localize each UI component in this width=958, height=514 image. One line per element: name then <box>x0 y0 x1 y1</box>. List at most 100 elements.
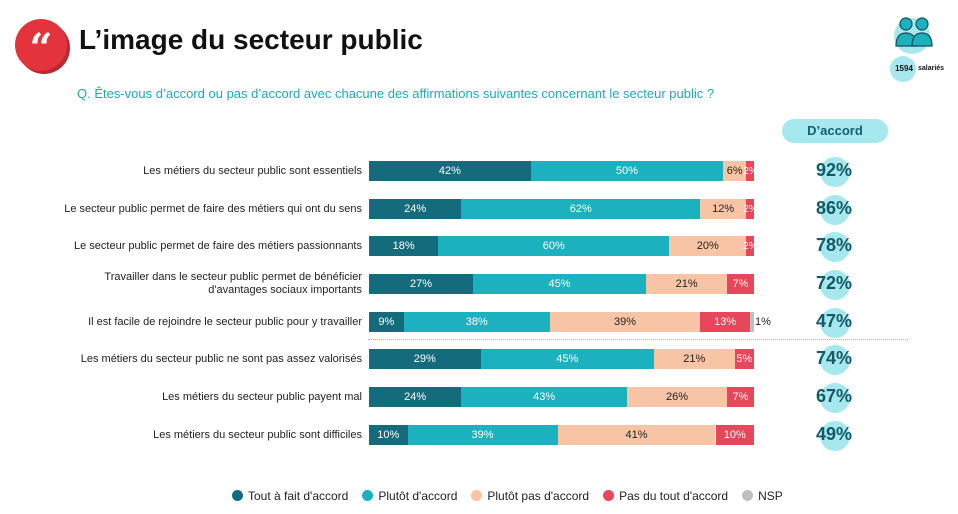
row-label-line: Il est facile de rejoindre le secteur pu… <box>88 315 362 328</box>
accord-total-value: 78% <box>815 235 853 255</box>
legend-label: Plutôt d'accord <box>378 489 458 503</box>
bar-segment: 41% <box>557 425 716 445</box>
legend-item: Pas du tout d'accord <box>603 489 728 503</box>
bar-value-label: 9% <box>378 316 395 328</box>
bar-value-label: 1% <box>755 316 771 328</box>
bar-value-label: 24% <box>404 203 427 215</box>
bar-value-label: 21% <box>683 353 706 365</box>
legend-swatch <box>362 490 374 501</box>
accord-total-value: 86% <box>815 198 853 218</box>
bar-segment: 21% <box>653 349 735 369</box>
bar-segment: 7% <box>727 387 754 407</box>
row-label: Travailler dans le secteur public permet… <box>2 271 362 297</box>
bar-value-label: 12% <box>712 203 735 215</box>
bar-segment: 24% <box>369 387 462 407</box>
people-icon <box>894 17 933 54</box>
accord-total-bubble <box>820 345 850 375</box>
bar-value-label: 2% <box>743 204 758 215</box>
accord-column-header: D’accord <box>782 119 888 143</box>
bar-value-label: 45% <box>548 278 571 290</box>
bar-value-label: 10% <box>723 429 746 441</box>
row-label: Le secteur public permet de faire des mé… <box>2 240 362 253</box>
bar-value-label: 27% <box>409 278 432 290</box>
bar-value-label: 45% <box>556 353 579 365</box>
legend-item: NSP <box>742 489 783 503</box>
bar-segment: 2% <box>743 236 758 256</box>
accord-total-value: 74% <box>815 348 853 368</box>
legend-swatch <box>232 490 243 501</box>
row-label-line: Le secteur public permet de faire des mé… <box>74 239 362 252</box>
bar-value-label: 21% <box>675 278 698 290</box>
bar-segment: 6% <box>723 161 747 181</box>
sample-count: 1594 <box>895 64 913 73</box>
legend: Tout à fait d'accord Plutôt d'accord Plutô… <box>232 489 797 503</box>
row-label-line: d'avantages sociaux importants <box>208 284 362 296</box>
row-label-line: Le secteur public permet de faire des mé… <box>64 202 362 215</box>
accord-total-bubble <box>820 270 850 300</box>
accord-total-bubble <box>820 195 850 225</box>
accord-total-value: 92% <box>815 160 853 180</box>
bar-segment: 26% <box>626 387 728 407</box>
bar-value-label: 7% <box>732 278 749 290</box>
row-label: Le secteur public permet de faire des mé… <box>2 203 362 216</box>
legend-swatch <box>603 490 615 501</box>
accord-total-value: 67% <box>815 386 853 406</box>
bar-segment: 10% <box>369 425 408 445</box>
bar-segment: 50% <box>530 161 724 181</box>
legend-swatch <box>742 490 754 501</box>
bar-segment: 27% <box>369 274 473 294</box>
row-label-line: Travailler dans le secteur public permet… <box>104 271 362 283</box>
bar-segment: 2% <box>743 161 758 181</box>
row-label-line: Les métiers du secteur public payent mal <box>162 390 362 403</box>
accord-total-bubble <box>820 383 850 413</box>
bar-segment: 39% <box>407 425 558 445</box>
bar-value-label: 50% <box>615 165 638 177</box>
bar-value-label: 6% <box>726 165 743 177</box>
bar-segment: 62% <box>461 199 701 219</box>
accord-total-bubble <box>820 157 850 187</box>
bar-segment: 9% <box>369 312 404 332</box>
bar-value-label: 60% <box>542 240 565 252</box>
legend-label: NSP <box>758 489 783 503</box>
quote-icon: “ <box>15 19 67 72</box>
bar-segment: 60% <box>438 236 670 256</box>
bar-segment: 29% <box>369 349 481 369</box>
accord-total-bubble <box>820 308 850 338</box>
bar-segment: 39% <box>549 312 701 332</box>
row-label: Les métiers du secteur public sont diffi… <box>2 429 362 442</box>
bar-segment-nsp <box>750 312 754 332</box>
row-label: Il est facile de rejoindre le secteur pu… <box>2 316 362 329</box>
page-title: L’image du secteur public <box>79 24 423 55</box>
bar-value-label: 2% <box>743 241 758 252</box>
bar-segment: 42% <box>369 161 531 181</box>
bar-value-label: 42% <box>438 165 461 177</box>
accord-total-bubble <box>820 232 850 262</box>
legend-label: Pas du tout d'accord <box>619 489 729 503</box>
row-label-line: Les métiers du secteur public sont essen… <box>143 164 362 177</box>
bar-value-label: 29% <box>413 353 436 365</box>
bar-segment: 5% <box>734 349 754 369</box>
sample-label: salariés <box>918 65 945 72</box>
bar-value-label: 18% <box>392 240 415 252</box>
row-label: Les métiers du secteur public ne sont pa… <box>2 353 362 366</box>
bar-segment: 13% <box>700 312 751 332</box>
bar-value-label: 20% <box>696 240 719 252</box>
accord-total-value: 72% <box>815 273 853 293</box>
bar-segment: 20% <box>669 236 747 256</box>
accord-total-bubble <box>820 421 850 451</box>
bar-segment: 18% <box>369 236 439 256</box>
row-label-line: Les métiers du secteur public sont diffi… <box>153 428 362 441</box>
bar-value-label: 7% <box>732 391 749 403</box>
bar-value-label: 2% <box>743 166 758 177</box>
bar-value-label: 10% <box>377 429 400 441</box>
accord-total-value: 49% <box>815 424 853 444</box>
bar-value-label: 41% <box>625 429 648 441</box>
legend-item: Plutôt d'accord <box>362 489 457 503</box>
legend-label: Tout à fait d'accord <box>248 489 349 503</box>
bar-value-label: 24% <box>404 391 427 403</box>
bar-value-label: 39% <box>471 429 494 441</box>
bar-value-label: 39% <box>613 316 637 328</box>
row-label: Les métiers du secteur public sont essen… <box>2 165 362 178</box>
bar-segment: 24% <box>369 199 462 219</box>
bar-segment: 45% <box>472 274 647 294</box>
